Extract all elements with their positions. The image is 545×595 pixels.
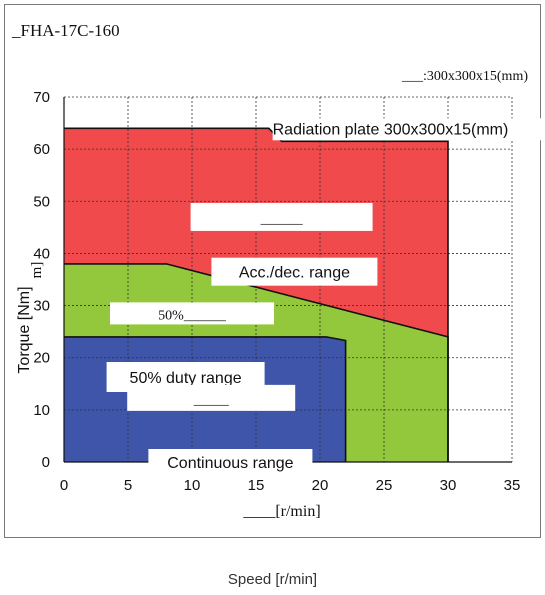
x-tick-label-20: 20 bbox=[312, 477, 329, 494]
chart-title: _FHA-17C-160 bbox=[11, 21, 120, 40]
y-axis-label-suffix: m] bbox=[29, 262, 45, 279]
x-tick-label-15: 15 bbox=[248, 477, 265, 494]
chart-note: ___:300x300x15(mm) bbox=[401, 69, 528, 84]
x-tick-label-35: 35 bbox=[504, 477, 521, 494]
annotation-duty-blank: _____ bbox=[193, 393, 230, 408]
y-tick-label-40: 40 bbox=[33, 245, 50, 262]
x-axis-label-inner: ____[r/min] bbox=[242, 503, 320, 520]
x-tick-label-25: 25 bbox=[376, 477, 393, 494]
annotation-radiation-blank: ______ bbox=[260, 212, 304, 227]
annotation-duty-small: 50%______ bbox=[158, 308, 227, 323]
x-tick-label-0: 0 bbox=[60, 477, 68, 494]
annotation-duty-label: 50% duty range bbox=[130, 370, 242, 387]
x-tick-label-5: 5 bbox=[124, 477, 132, 494]
y-tick-label-0: 0 bbox=[42, 454, 50, 471]
x-tick-label-10: 10 bbox=[184, 477, 201, 494]
y-tick-label-60: 60 bbox=[33, 141, 50, 158]
y-tick-label-70: 70 bbox=[33, 89, 50, 106]
chart-svg: _FHA-17C-160 ___:300x300x15(mm) 0 5 10 15 20… bbox=[0, 0, 545, 560]
annotation-accdec-label: Acc./dec. range bbox=[239, 265, 350, 282]
x-tick-label-30: 30 bbox=[440, 477, 457, 494]
x-axis-label: Speed [r/min] bbox=[0, 571, 545, 588]
y-tick-label-10: 10 bbox=[33, 402, 50, 419]
y-tick-label-50: 50 bbox=[33, 193, 50, 210]
y-tick-label-30: 30 bbox=[33, 298, 50, 315]
y-tick-label-20: 20 bbox=[33, 350, 50, 367]
y-axis-label: Torque [Nm] bbox=[16, 286, 33, 373]
annotation-continuous-label: Continuous range bbox=[167, 455, 293, 472]
annotation-radiation-label: Radiation plate 300x300x15(mm) bbox=[273, 121, 509, 138]
